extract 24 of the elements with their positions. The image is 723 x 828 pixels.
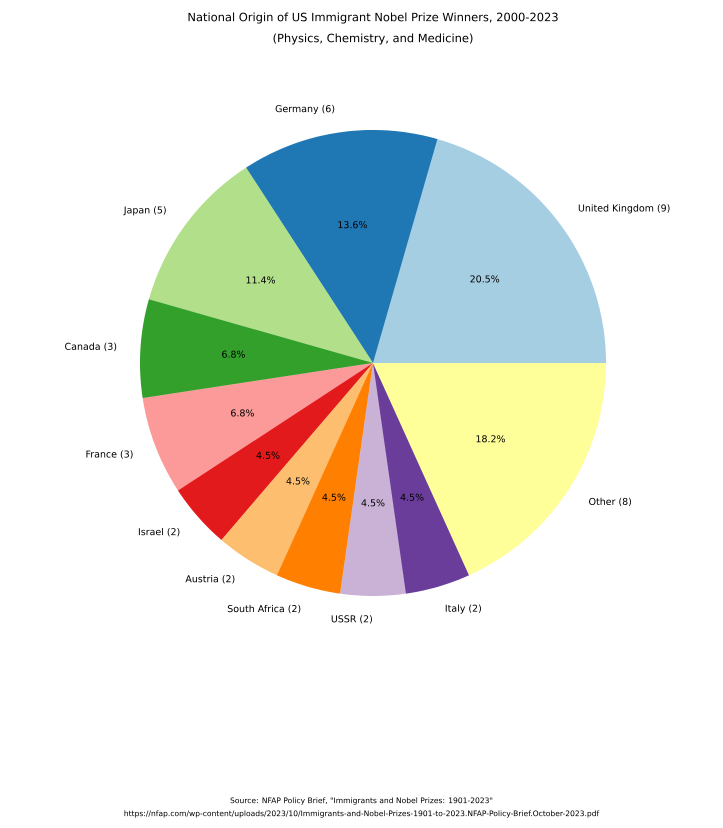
data-label: 4.5%	[400, 494, 424, 501]
slice-label: Austria (2)	[185, 575, 234, 584]
chart-title: National Origin of US Immigrant Nobel Prize Winners, 2000-2023	[188, 12, 558, 24]
data-label: 6.8%	[231, 409, 254, 416]
data-label: 4.5%	[322, 494, 346, 501]
slice-label: USSR (2)	[332, 615, 372, 624]
data-label: 6.8%	[222, 350, 245, 358]
slice-label: Canada (3)	[65, 342, 116, 352]
data-label: 4.5%	[361, 499, 384, 506]
chart-subtitle: (Physics, Chemistry, and Medicine)	[274, 33, 472, 45]
data-label: 4.5%	[286, 477, 310, 485]
slice-label: Italy (2)	[446, 604, 481, 614]
slice-label: Other (8)	[589, 498, 632, 506]
data-label: 13.6%	[338, 221, 367, 228]
data-label: 11.4%	[246, 276, 276, 284]
data-label: 18.2%	[476, 435, 505, 442]
slice-label: South Africa (2)	[228, 604, 300, 614]
slice-label: Japan (5)	[123, 206, 166, 216]
slice-label: United Kingdom (9)	[578, 204, 670, 214]
slice-label: Israel (2)	[138, 528, 180, 536]
slice-label: Germany (6)	[276, 104, 334, 114]
slice-label: France (3)	[86, 450, 133, 459]
data-label: 20.5%	[470, 275, 500, 282]
data-label: 4.5%	[256, 452, 280, 459]
